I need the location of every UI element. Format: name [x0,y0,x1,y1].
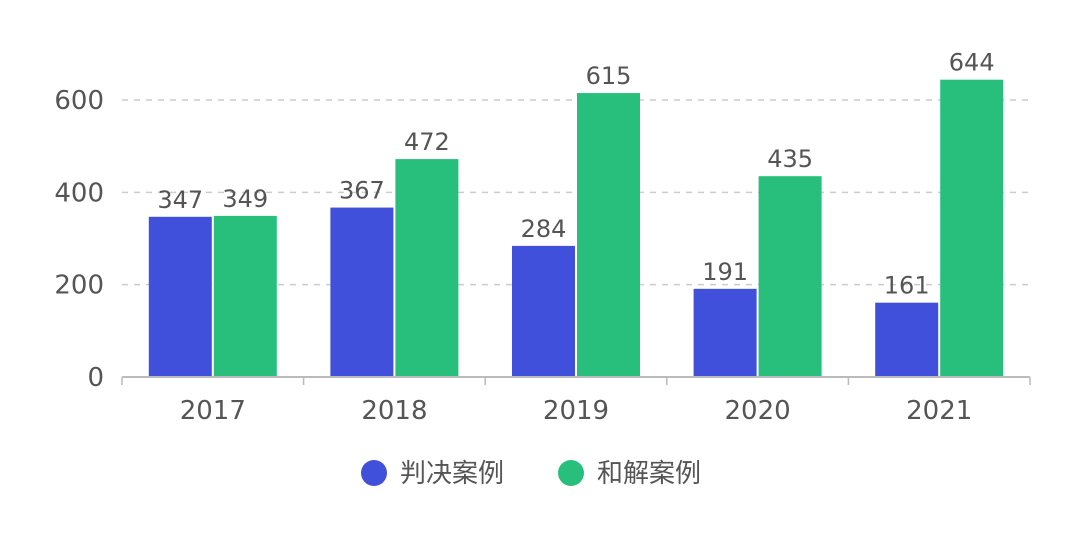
x-tick-label: 2021 [906,396,972,426]
bar-settlement-2019 [577,93,640,377]
x-tick-label: 2020 [725,396,791,426]
data-label: 435 [767,145,813,173]
data-label: 347 [157,186,203,214]
bar-verdict-2017 [148,216,212,377]
data-label: 367 [339,177,385,205]
bar-verdict-2018 [330,207,394,377]
x-tick-label: 2017 [180,396,246,426]
y-axis-ticks: 0 200 400 600 [54,86,104,393]
data-label: 191 [702,258,748,286]
x-tick-label: 2019 [543,396,609,426]
legend-label: 判决案例 [400,459,504,489]
bar-settlement-2021 [940,79,1004,377]
bar-settlement-2018 [395,159,459,377]
data-label: 161 [884,272,930,300]
legend-item-1[interactable]: 和解案例 [558,459,701,489]
legend-item-0[interactable]: 判决案例 [361,459,504,489]
data-label: 284 [521,215,567,243]
legend-label: 和解案例 [597,459,701,489]
y-tick-label: 600 [54,86,104,116]
bar-verdict-2019 [512,245,575,377]
bar-settlement-2020 [758,176,822,377]
y-tick-label: 400 [54,178,104,208]
x-axis-ticks: 2017 2018 2019 2020 2021 [121,377,1031,426]
bar-verdict-2021 [875,302,939,377]
legend-swatch [558,460,584,486]
data-label: 615 [586,62,632,90]
legend: 判决案例 和解案例 [361,459,701,489]
data-label: 349 [222,185,268,213]
y-tick-label: 0 [87,363,104,393]
legend-swatch [361,460,387,486]
x-tick-label: 2018 [361,396,427,426]
data-label: 644 [949,49,995,77]
data-label: 472 [404,128,450,156]
gridlines [122,99,1030,286]
bar-settlement-2017 [213,215,277,377]
bars [148,79,1004,377]
y-tick-label: 200 [54,271,104,301]
bar-verdict-2020 [693,288,757,377]
data-labels: 347 349 367 472 284 615 191 435 161 644 [157,49,994,300]
